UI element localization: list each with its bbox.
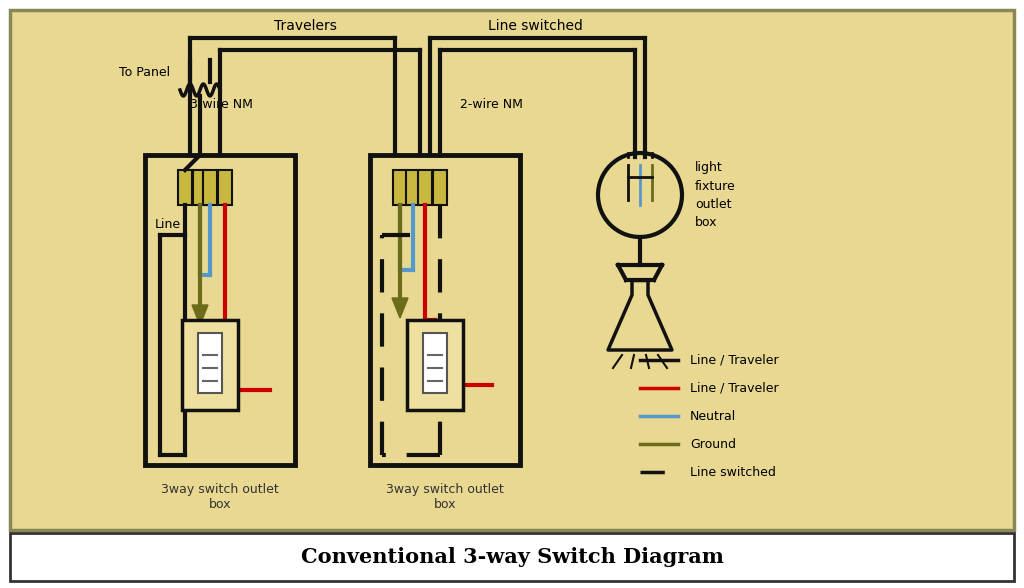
Polygon shape bbox=[608, 280, 672, 350]
Polygon shape bbox=[392, 298, 408, 318]
Bar bbox=[370, 155, 520, 465]
Bar bbox=[407, 320, 463, 410]
Text: Line switched: Line switched bbox=[487, 19, 583, 33]
Text: Line switched: Line switched bbox=[690, 466, 776, 479]
Text: 3way switch outlet
box: 3way switch outlet box bbox=[161, 483, 279, 511]
Bar bbox=[418, 170, 432, 205]
Text: 2-wire NM: 2-wire NM bbox=[460, 99, 523, 112]
Text: To Panel: To Panel bbox=[119, 65, 170, 79]
Bar bbox=[393, 170, 407, 205]
Text: Line: Line bbox=[155, 219, 181, 232]
Bar bbox=[10, 533, 1014, 581]
Bar bbox=[193, 170, 207, 205]
Text: 3-wire NM: 3-wire NM bbox=[190, 99, 253, 112]
Bar bbox=[182, 320, 238, 410]
Text: Ground: Ground bbox=[690, 437, 736, 450]
Text: Neutral: Neutral bbox=[690, 409, 736, 423]
Text: light
fixture
outlet
box: light fixture outlet box bbox=[695, 162, 736, 229]
Bar bbox=[203, 170, 217, 205]
Bar bbox=[10, 10, 1014, 530]
Text: Conventional 3-way Switch Diagram: Conventional 3-way Switch Diagram bbox=[301, 547, 723, 567]
Bar bbox=[198, 333, 222, 393]
Bar bbox=[178, 170, 193, 205]
Bar bbox=[218, 170, 232, 205]
Text: Line / Traveler: Line / Traveler bbox=[690, 382, 778, 395]
Polygon shape bbox=[193, 305, 208, 325]
Circle shape bbox=[598, 153, 682, 237]
Bar bbox=[406, 170, 420, 205]
Bar bbox=[433, 170, 447, 205]
Bar bbox=[423, 333, 447, 393]
Text: Travelers: Travelers bbox=[273, 19, 337, 33]
Text: 3way switch outlet
box: 3way switch outlet box bbox=[386, 483, 504, 511]
Text: Line / Traveler: Line / Traveler bbox=[690, 353, 778, 366]
Bar bbox=[145, 155, 295, 465]
